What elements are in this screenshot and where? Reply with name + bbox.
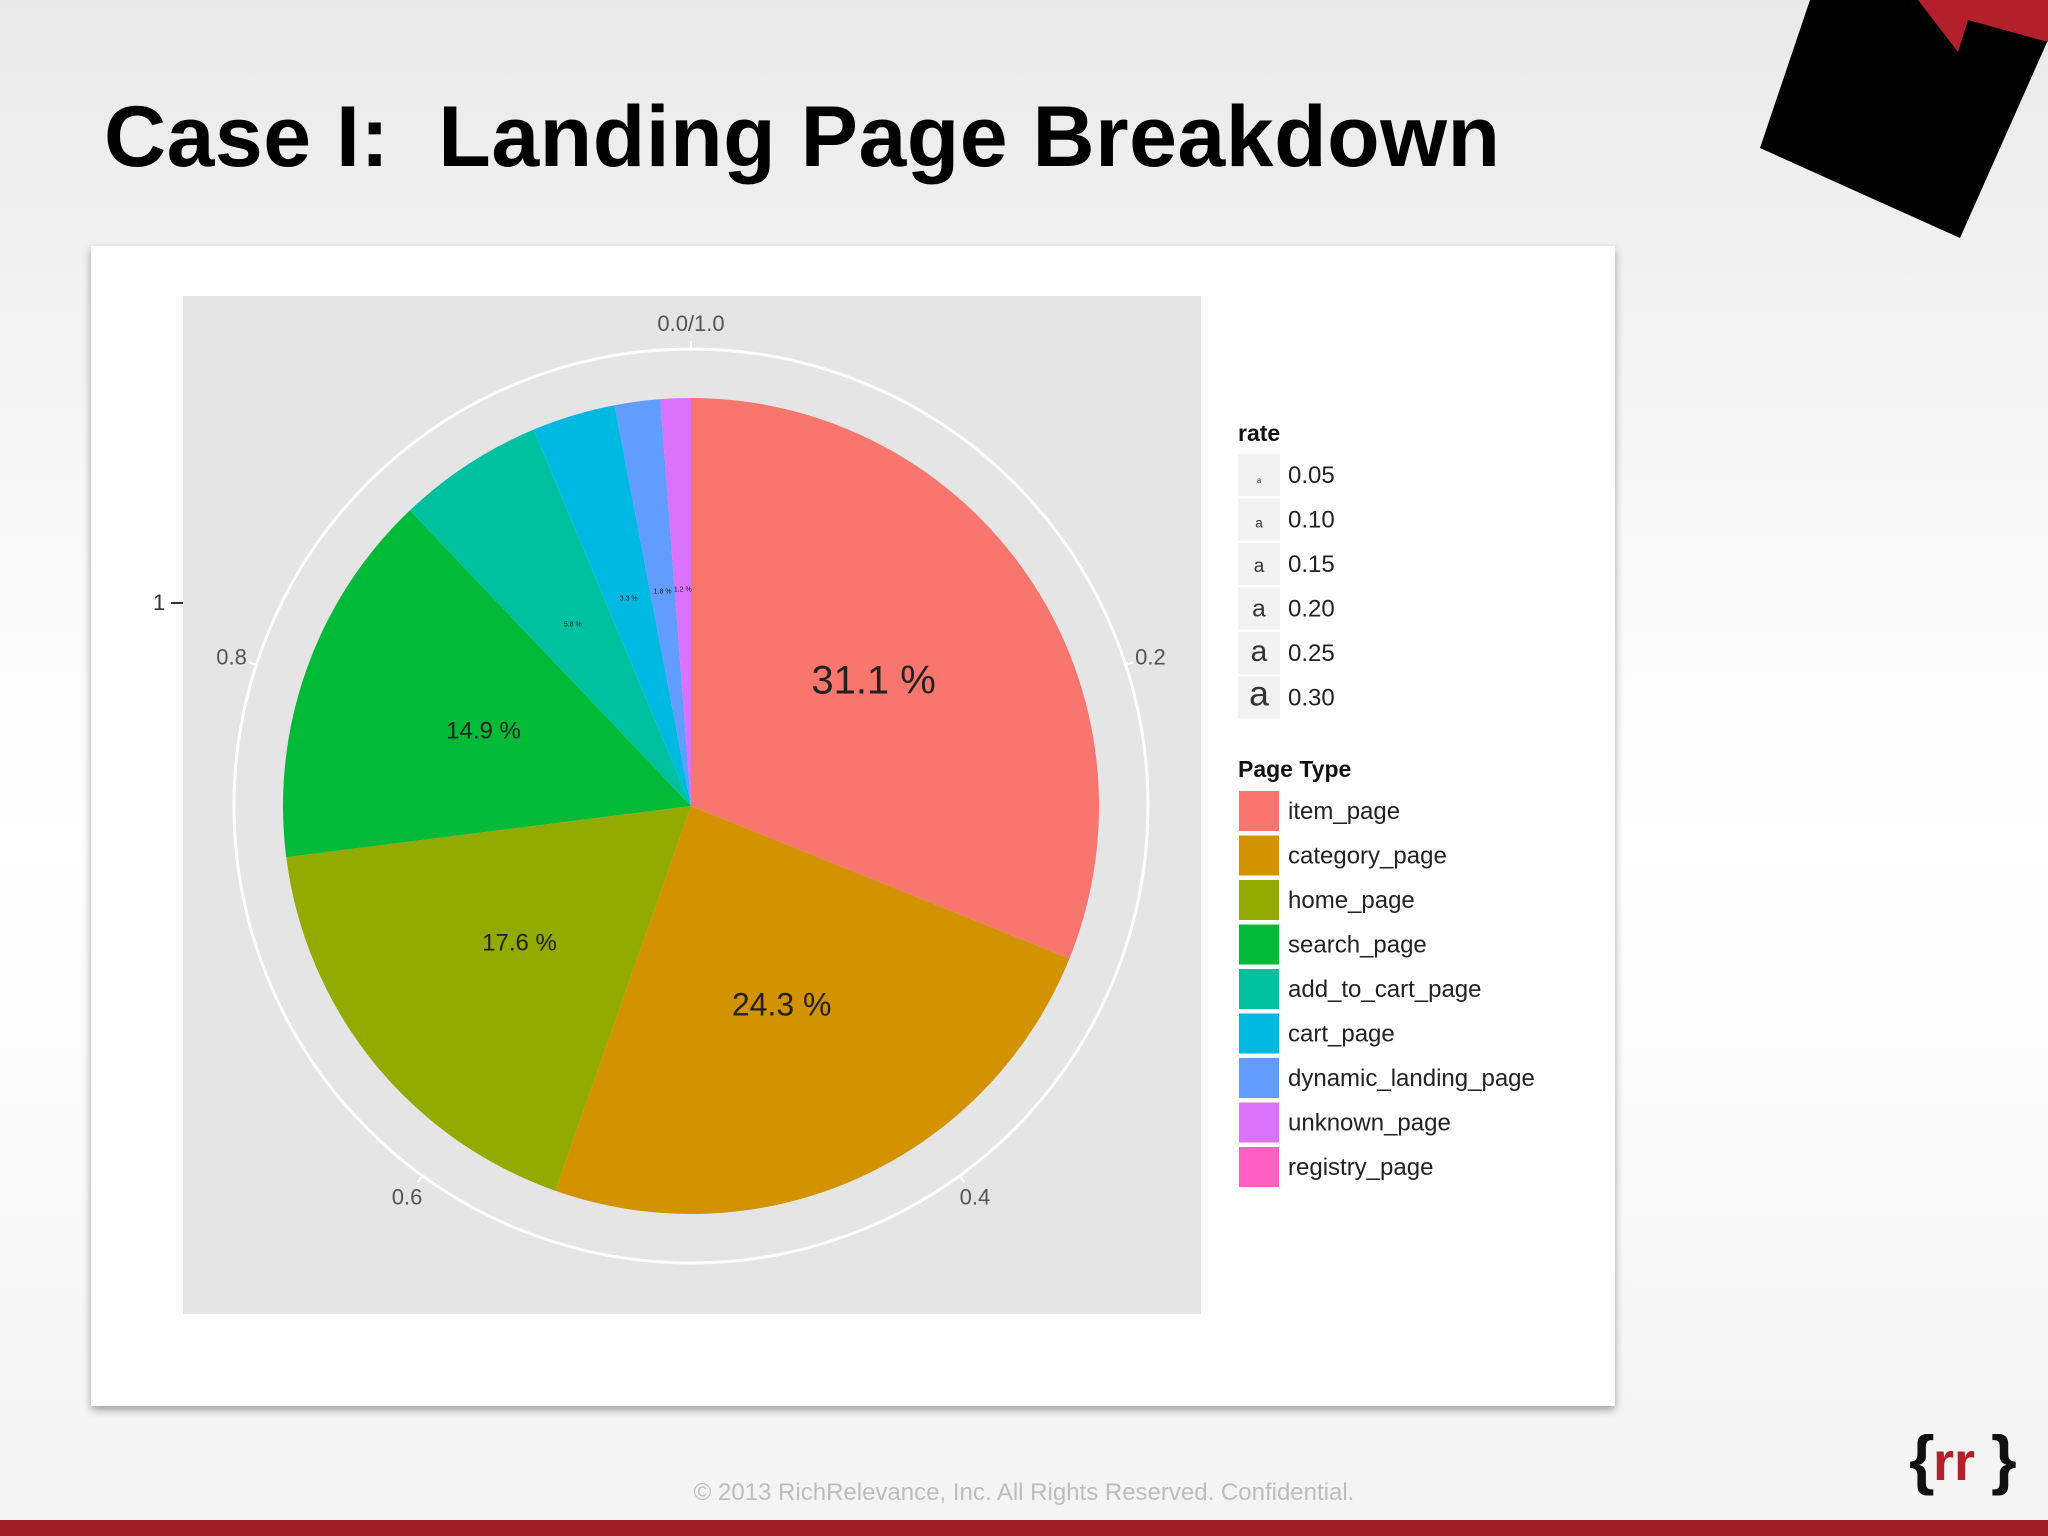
legend-rate-label: 0.15	[1288, 551, 1335, 578]
legend-rate-glyph: a	[1251, 635, 1268, 668]
legend-key-registry_page	[1237, 1145, 1281, 1189]
legend-rate-key	[1238, 543, 1280, 585]
footer-accent-bar	[0, 1520, 2048, 1536]
legend-rate-label: 0.25	[1288, 640, 1335, 667]
slice-label-search_page: 14.9 %	[446, 717, 521, 744]
corner-folder-icon	[1760, 0, 2048, 238]
slide-title: Case I: Landing Page Breakdown	[104, 89, 1501, 185]
legend-label-cart_page: cart_page	[1288, 1021, 1395, 1048]
legend-rate-glyph: a	[1255, 516, 1263, 531]
slice-label-cart_page: 3.3 %	[620, 596, 638, 603]
legend-label-item_page: item_page	[1288, 798, 1400, 825]
slice-label-unknown_page: 1.2 %	[674, 587, 692, 594]
legend-label-unknown_page: unknown_page	[1288, 1110, 1451, 1137]
pie-slice-home_page	[286, 806, 691, 1191]
legend-rate-glyph: a	[1249, 674, 1269, 714]
pie-chart: 0.0/1.0 0.2 0.4 0.6 0.8 31.1 % 24.3 % 17.6 % 14…	[153, 296, 1535, 1314]
legend-key-category_page	[1237, 833, 1281, 878]
richrelevance-logo: { rr }	[1909, 1422, 2017, 1496]
slice-label-dynamic_landing_page: 1.8 %	[654, 588, 672, 595]
legend-label-category_page: category_page	[1288, 843, 1447, 870]
legend-rate-key	[1238, 587, 1280, 630]
legend-rate-title: rate	[1238, 420, 1280, 446]
legend-label-add_to_cart_page: add_to_cart_page	[1288, 976, 1482, 1003]
legend-rate-key	[1238, 676, 1280, 719]
legend-rate-label: 0.20	[1288, 596, 1335, 623]
legend-rate-key	[1238, 498, 1280, 541]
pie-slice-dynamic_landing_page	[614, 399, 691, 806]
legend-rate-key	[1238, 454, 1280, 496]
legend-key-home_page	[1237, 878, 1281, 922]
pie-slice-unknown_page	[660, 398, 691, 806]
legend-key-add_to_cart_page	[1237, 967, 1281, 1011]
legend-key-dynamic_landing_page	[1237, 1056, 1281, 1100]
legend-key-search_page	[1237, 922, 1281, 967]
legend-rate-label: 0.30	[1288, 685, 1335, 712]
theta-tick-label: 0.2	[1135, 645, 1166, 670]
copyright-footer: © 2013 RichRelevance, Inc. All Rights Re…	[693, 1479, 1355, 1506]
legend-key-unknown_page	[1237, 1100, 1281, 1145]
legend-rate-glyph: a	[1257, 476, 1262, 485]
legend-rate-glyph: a	[1254, 556, 1265, 577]
legend-page-type-title: Page Type	[1238, 756, 1351, 782]
theta-tick-label: 0.4	[960, 1185, 991, 1210]
pie-slice-search_page	[283, 510, 691, 858]
legend-label-registry_page: registry_page	[1288, 1154, 1433, 1181]
pie-slice-item_page	[691, 398, 1100, 959]
legend-rate-label: 0.05	[1288, 462, 1335, 489]
svg-text:}: }	[1991, 1422, 2017, 1496]
legend-label-home_page: home_page	[1288, 887, 1415, 914]
legend-rate-glyph: a	[1252, 596, 1266, 623]
legend-label-dynamic_landing_page: dynamic_landing_page	[1288, 1065, 1535, 1092]
legend-rate-key	[1238, 632, 1280, 674]
y-axis-tick-label: 1	[153, 590, 165, 615]
legend-key-cart_page	[1237, 1011, 1281, 1056]
theta-tick-label: 0.8	[216, 645, 247, 670]
legend-label-search_page: search_page	[1288, 932, 1427, 959]
slice-label-category_page: 24.3 %	[732, 986, 832, 1022]
legend-rate-label: 0.10	[1288, 507, 1335, 534]
theta-tick-label: 0.6	[392, 1185, 423, 1210]
slice-label-item_page: 31.1 %	[811, 658, 936, 702]
svg-text:{: {	[1909, 1422, 1935, 1496]
pie-slice-cart_page	[533, 405, 691, 806]
svg-text:rr: rr	[1933, 1432, 1975, 1492]
theta-tick-label: 0.0/1.0	[657, 311, 724, 336]
chart-card: 0.0/1.0 0.2 0.4 0.6 0.8 31.1 % 24.3 % 17.6 % 14…	[91, 246, 1615, 1406]
slice-label-home_page: 17.6 %	[482, 930, 557, 957]
legend-key-item_page	[1237, 789, 1281, 833]
pie-slice-category_page	[555, 806, 1070, 1215]
pie-slice-add_to_cart_page	[409, 429, 691, 806]
slice-label-add_to_cart_page: 5.8 %	[564, 622, 582, 629]
